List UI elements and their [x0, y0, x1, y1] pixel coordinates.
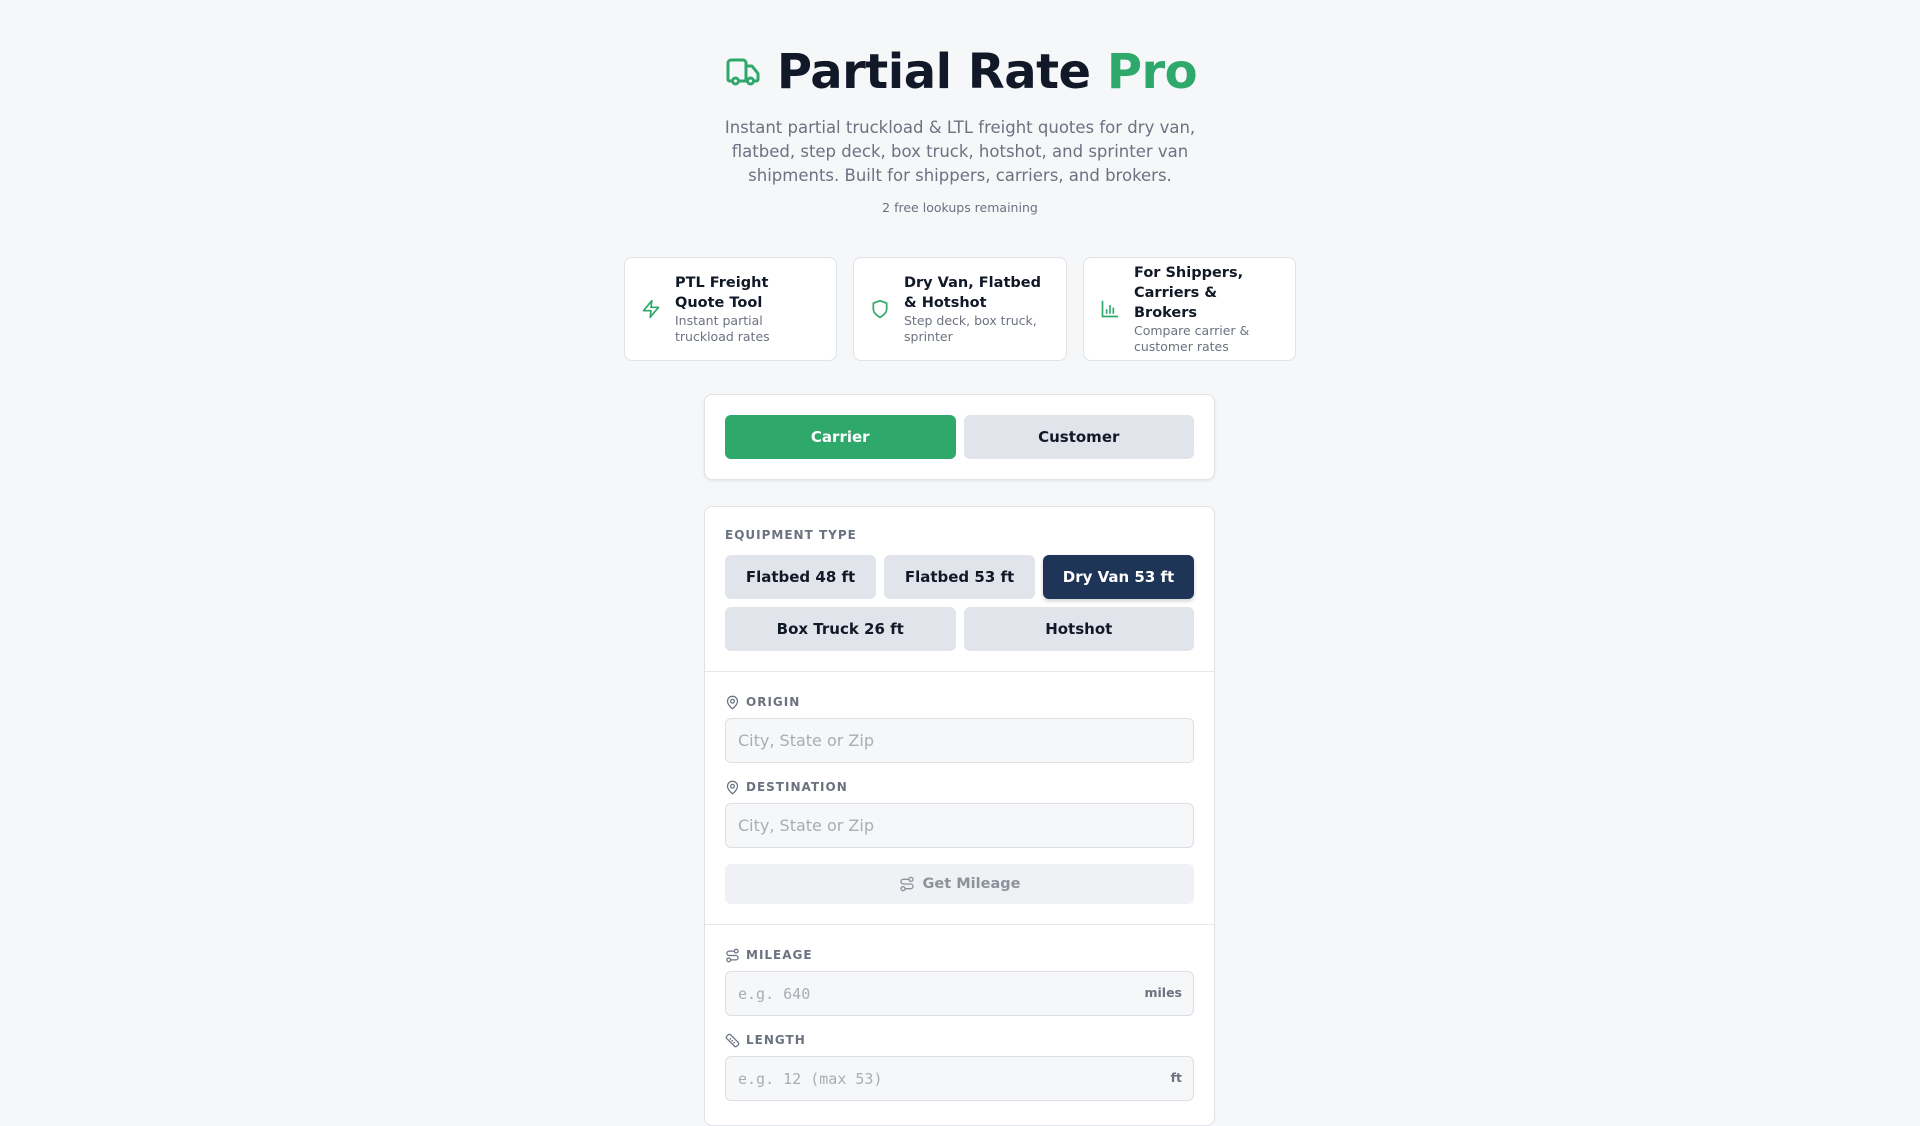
lookups-remaining: 2 free lookups remaining — [882, 200, 1038, 215]
details-section: MILEAGE miles LENGTH ft — [705, 925, 1214, 1121]
quote-form: EQUIPMENT TYPE Flatbed 48 ft Flatbed 53 … — [704, 506, 1215, 1126]
feature-card-audience: For Shippers, Carriers & Brokers Compare … — [1083, 257, 1296, 361]
shield-icon — [870, 298, 890, 320]
origin-input[interactable] — [725, 718, 1194, 763]
route-icon — [726, 948, 739, 962]
map-pin-icon — [726, 695, 739, 710]
length-label: LENGTH — [746, 1033, 806, 1047]
equipment-hotshot[interactable]: Hotshot — [963, 607, 1194, 651]
feature-title: PTL Freight Quote Tool — [675, 275, 769, 311]
equipment-dry-van-53[interactable]: Dry Van 53 ft — [1043, 555, 1194, 599]
get-mileage-label: Get Mileage — [922, 876, 1021, 892]
origin-label: ORIGIN — [746, 695, 801, 709]
feature-card-equipment: Dry Van, Flatbed & Hotshot Step deck, box… — [853, 257, 1067, 361]
header: Partial Rate Pro Instant partial trucklo… — [0, 44, 1920, 215]
truck-icon — [726, 58, 760, 86]
customer-button[interactable]: Customer — [963, 415, 1194, 459]
title-accent: Pro — [1106, 44, 1198, 100]
feature-title: For Shippers, Carriers & Brokers — [1134, 265, 1244, 321]
mode-toggle: Carrier Customer — [704, 394, 1215, 480]
destination-label: DESTINATION — [746, 780, 848, 794]
feature-title: Dry Van, Flatbed & Hotshot — [904, 275, 1041, 311]
equipment-flatbed-48[interactable]: Flatbed 48 ft — [725, 555, 876, 599]
destination-input[interactable] — [725, 803, 1194, 848]
feature-card-ptl: PTL Freight Quote Tool Instant partial tr… — [624, 257, 837, 361]
mileage-label: MILEAGE — [746, 948, 813, 962]
equipment-label: EQUIPMENT TYPE — [725, 528, 857, 542]
feature-desc: Compare carrier & customer rates — [1134, 323, 1250, 354]
equipment-flatbed-53[interactable]: Flatbed 53 ft — [884, 555, 1035, 599]
carrier-button[interactable]: Carrier — [725, 415, 956, 459]
subtitle: Instant partial truckload & LTL freight … — [724, 118, 1196, 185]
feature-desc: Instant partial truckload rates — [675, 313, 770, 344]
mileage-input[interactable] — [725, 971, 1194, 1016]
lightning-icon — [641, 298, 661, 320]
route-section: ORIGIN DESTINATION Get Mileage — [705, 672, 1214, 925]
equipment-box-truck-26[interactable]: Box Truck 26 ft — [725, 607, 956, 651]
feature-desc: Step deck, box truck, sprinter — [904, 313, 1037, 344]
bar-chart-icon — [1100, 298, 1120, 320]
page-title: Partial Rate Pro — [723, 44, 1198, 100]
mileage-unit: miles — [1144, 985, 1182, 1000]
map-pin-icon — [726, 780, 739, 795]
equipment-section: EQUIPMENT TYPE Flatbed 48 ft Flatbed 53 … — [705, 507, 1214, 672]
route-icon — [899, 876, 914, 892]
title-main: Partial Rate — [776, 44, 1091, 100]
length-unit: ft — [1170, 1070, 1182, 1085]
get-mileage-button[interactable]: Get Mileage — [725, 864, 1194, 904]
length-input[interactable] — [725, 1056, 1194, 1101]
ruler-icon — [725, 1033, 740, 1047]
